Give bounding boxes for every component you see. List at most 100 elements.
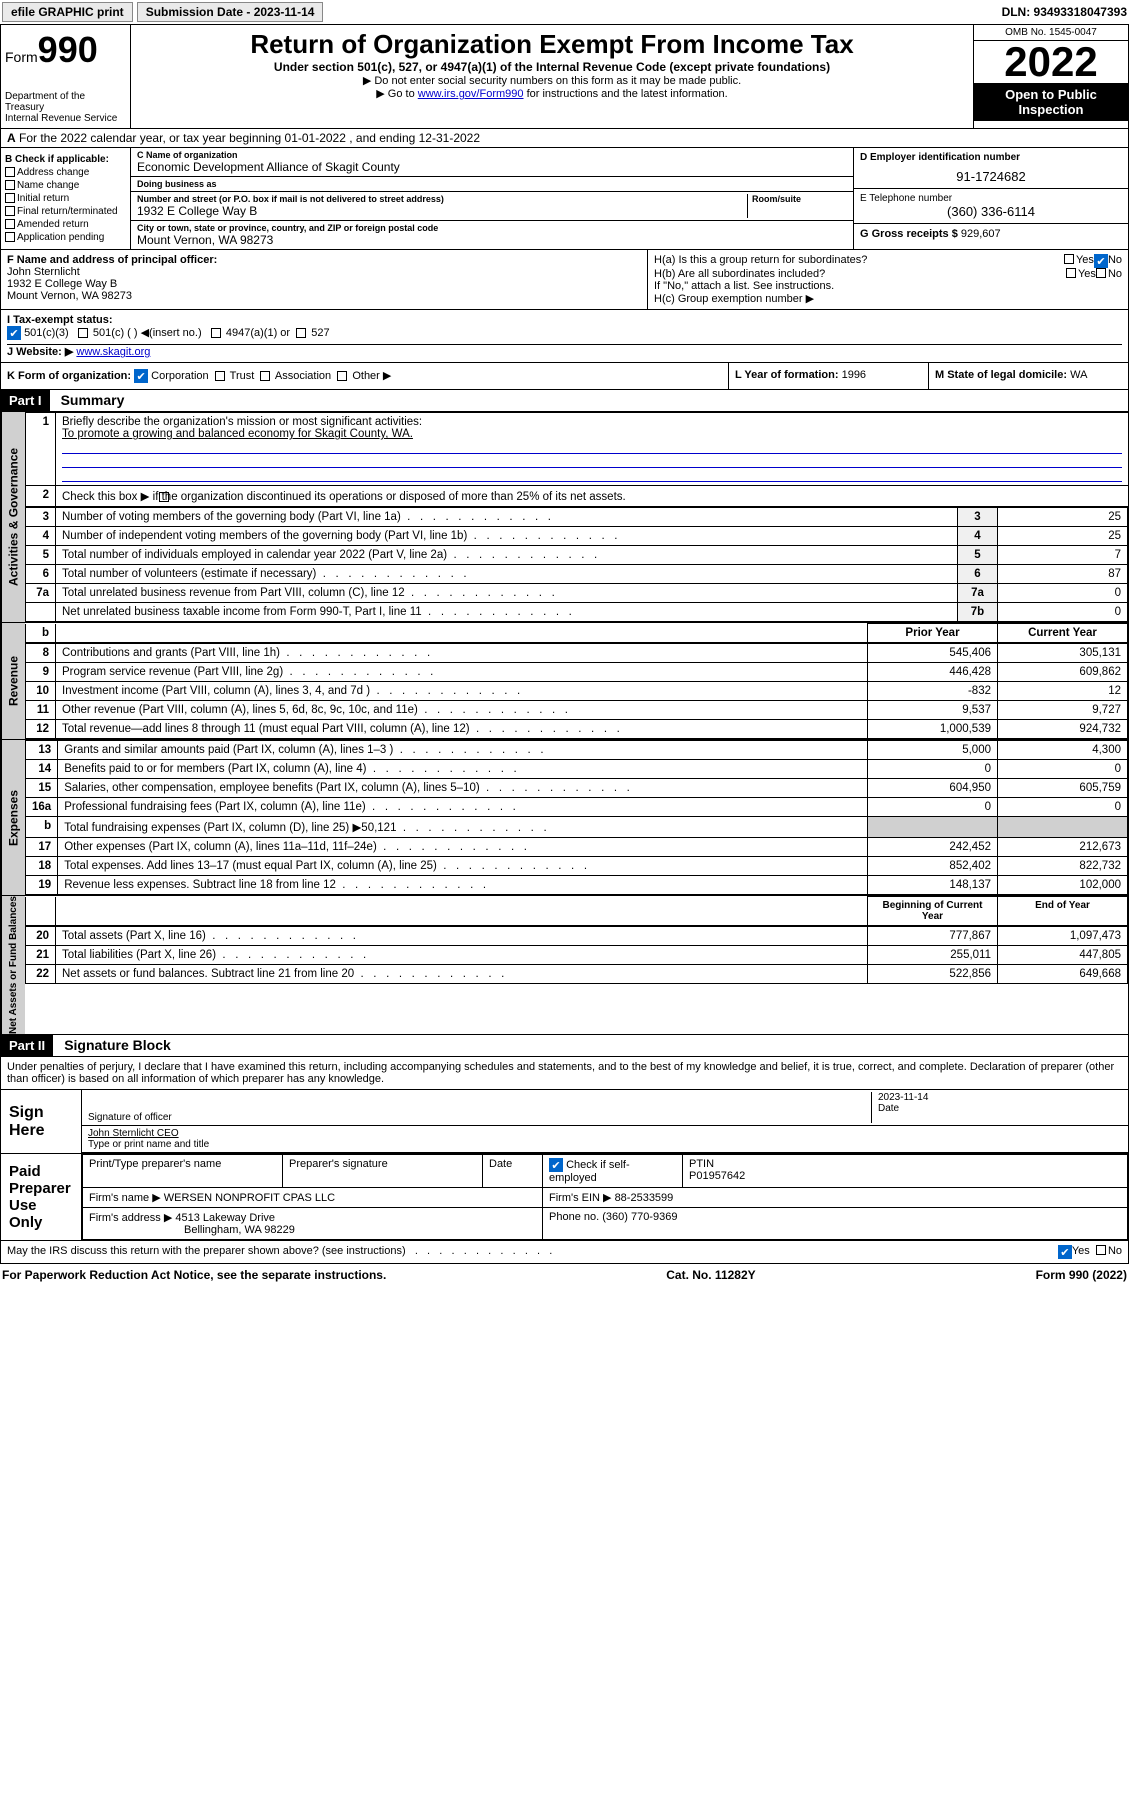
- trust-cb[interactable]: [215, 371, 225, 381]
- hb-note: If "No," attach a list. See instructions…: [654, 280, 1122, 292]
- submission-date-button[interactable]: Submission Date - 2023-11-14: [137, 2, 324, 22]
- part2-header: Part II Signature Block: [0, 1035, 1129, 1057]
- discuss-no: No: [1108, 1245, 1122, 1259]
- domicile-val: WA: [1070, 369, 1087, 381]
- tax-year: 2022: [974, 41, 1128, 83]
- box-h: H(a) Is this a group return for subordin…: [648, 250, 1128, 309]
- sig-officer-label: Signature of officer: [88, 1112, 172, 1123]
- other-cb[interactable]: [337, 371, 347, 381]
- cb-label-final: Final return/terminated: [17, 206, 118, 217]
- discuss-yes-cb[interactable]: ✔: [1058, 1245, 1072, 1259]
- assoc-cb[interactable]: [260, 371, 270, 381]
- row-a-text: For the 2022 calendar year, or tax year …: [19, 131, 480, 145]
- org-name: Economic Development Alliance of Skagit …: [137, 160, 847, 174]
- ha-label: H(a) Is this a group return for subordin…: [654, 254, 1064, 268]
- entity-block: B Check if applicable: Address change Na…: [0, 147, 1129, 250]
- tax-status-label: I Tax-exempt status:: [7, 314, 113, 326]
- sig-name-value: John Sternlicht CEO: [88, 1128, 179, 1139]
- sig-name-label: Type or print name and title: [88, 1139, 209, 1150]
- hc-label: H(c) Group exemption number ▶: [654, 292, 1122, 305]
- section-klm: K Form of organization: ✔ Corporation Tr…: [0, 363, 1129, 390]
- form-header-left: Form990 Department of the Treasury Inter…: [1, 25, 131, 128]
- checkbox-pending[interactable]: [5, 232, 15, 242]
- discuss-no-cb[interactable]: [1096, 1245, 1106, 1255]
- q2-text: Check this box ▶ if the organization dis…: [62, 491, 626, 503]
- sidetab-governance: Activities & Governance: [1, 412, 25, 622]
- box-f: F Name and address of principal officer:…: [1, 250, 648, 309]
- year-form-label: L Year of formation:: [735, 369, 839, 381]
- opt-assoc: Association: [275, 370, 331, 382]
- firm-addr2: Bellingham, WA 98229: [184, 1224, 295, 1236]
- table-row: 5Total number of individuals employed in…: [26, 546, 1128, 565]
- ha-no-cb[interactable]: ✔: [1094, 254, 1108, 268]
- cb-label-amended: Amended return: [17, 219, 89, 230]
- 501c-cb[interactable]: [78, 328, 88, 338]
- checkbox-amended[interactable]: [5, 219, 15, 229]
- form-note-1: ▶ Do not enter social security numbers o…: [139, 74, 965, 87]
- phone-label: E Telephone number: [860, 193, 1122, 204]
- opt-4947: 4947(a)(1) or: [226, 327, 290, 339]
- firm-ein-label: Firm's EIN ▶: [549, 1192, 612, 1204]
- ha-yes: Yes: [1076, 254, 1094, 268]
- form-number: 990: [38, 29, 98, 70]
- footer-mid: Cat. No. 11282Y: [666, 1268, 755, 1282]
- firm-phone-label: Phone no.: [549, 1211, 599, 1223]
- declaration-text: Under penalties of perjury, I declare th…: [1, 1057, 1128, 1090]
- part1-bar: Part I: [1, 390, 50, 411]
- ha-no: No: [1108, 254, 1122, 268]
- sig-date-value: 2023-11-14: [878, 1092, 1122, 1103]
- city-label: City or town, state or province, country…: [137, 223, 438, 233]
- part1-expenses: Expenses 13Grants and similar amounts pa…: [0, 740, 1129, 896]
- irs-link[interactable]: www.irs.gov/Form990: [418, 88, 524, 100]
- website-link[interactable]: www.skagit.org: [76, 346, 150, 358]
- part1-revenue: Revenue b Prior Year Current Year 8Contr…: [0, 623, 1129, 740]
- org-name-label: C Name of organization: [137, 150, 847, 160]
- city-value: Mount Vernon, WA 98273: [137, 233, 438, 247]
- officer-name: John Sternlicht: [7, 266, 641, 278]
- firm-addr-label: Firm's address ▶: [89, 1212, 172, 1224]
- opt-527: 527: [311, 327, 329, 339]
- form-header-center: Return of Organization Exempt From Incom…: [131, 25, 973, 128]
- signature-block: Under penalties of perjury, I declare th…: [0, 1057, 1129, 1264]
- 527-cb[interactable]: [296, 328, 306, 338]
- table-row: 16aProfessional fundraising fees (Part I…: [26, 798, 1128, 817]
- opt-other: Other ▶: [352, 370, 391, 382]
- checkbox-initial-return[interactable]: [5, 193, 15, 203]
- table-row: 6Total number of volunteers (estimate if…: [26, 565, 1128, 584]
- sidetab-net: Net Assets or Fund Balances: [1, 896, 25, 1034]
- form-note-2-pre: ▶ Go to: [376, 88, 417, 100]
- room-label: Room/suite: [752, 194, 847, 204]
- table-row: 13Grants and similar amounts paid (Part …: [26, 741, 1128, 760]
- self-employed-cb[interactable]: ✔: [549, 1158, 563, 1172]
- hb-no-cb[interactable]: [1096, 268, 1106, 278]
- efile-button[interactable]: efile GRAPHIC print: [2, 2, 133, 22]
- table-row: 11Other revenue (Part VIII, column (A), …: [26, 701, 1128, 720]
- checkbox-address-change[interactable]: [5, 167, 15, 177]
- form-note-2-post: for instructions and the latest informat…: [524, 88, 728, 100]
- dba-label: Doing business as: [137, 179, 217, 189]
- officer-addr2: Mount Vernon, WA 98273: [7, 290, 641, 302]
- section-fh: F Name and address of principal officer:…: [0, 250, 1129, 310]
- ha-yes-cb[interactable]: [1064, 254, 1074, 264]
- 501c3-cb[interactable]: ✔: [7, 326, 21, 340]
- footer-left: For Paperwork Reduction Act Notice, see …: [2, 1268, 386, 1282]
- section-ij: I Tax-exempt status: ✔ 501(c)(3) 501(c) …: [0, 310, 1129, 363]
- table-row: 12Total revenue—add lines 8 through 11 (…: [26, 720, 1128, 739]
- firm-name: WERSEN NONPROFIT CPAS LLC: [164, 1192, 335, 1204]
- checkbox-final-return[interactable]: [5, 206, 15, 216]
- discuss-yes: Yes: [1072, 1245, 1090, 1259]
- prep-sig-label: Preparer's signature: [283, 1155, 483, 1188]
- table-row: bTotal fundraising expenses (Part IX, co…: [26, 817, 1128, 838]
- table-row: 8Contributions and grants (Part VIII, li…: [26, 644, 1128, 663]
- part1-header: Part I Summary: [0, 390, 1129, 412]
- opt-corp: Corporation: [151, 370, 208, 382]
- corp-cb[interactable]: ✔: [134, 369, 148, 383]
- table-row: 10Investment income (Part VIII, column (…: [26, 682, 1128, 701]
- hb-yes-cb[interactable]: [1066, 268, 1076, 278]
- checkbox-name-change[interactable]: [5, 180, 15, 190]
- officer-addr1: 1932 E College Way B: [7, 278, 641, 290]
- q2-cb[interactable]: [159, 492, 169, 502]
- table-row: 4Number of independent voting members of…: [26, 527, 1128, 546]
- 4947-cb[interactable]: [211, 328, 221, 338]
- opt-501c3: 501(c)(3): [24, 327, 69, 339]
